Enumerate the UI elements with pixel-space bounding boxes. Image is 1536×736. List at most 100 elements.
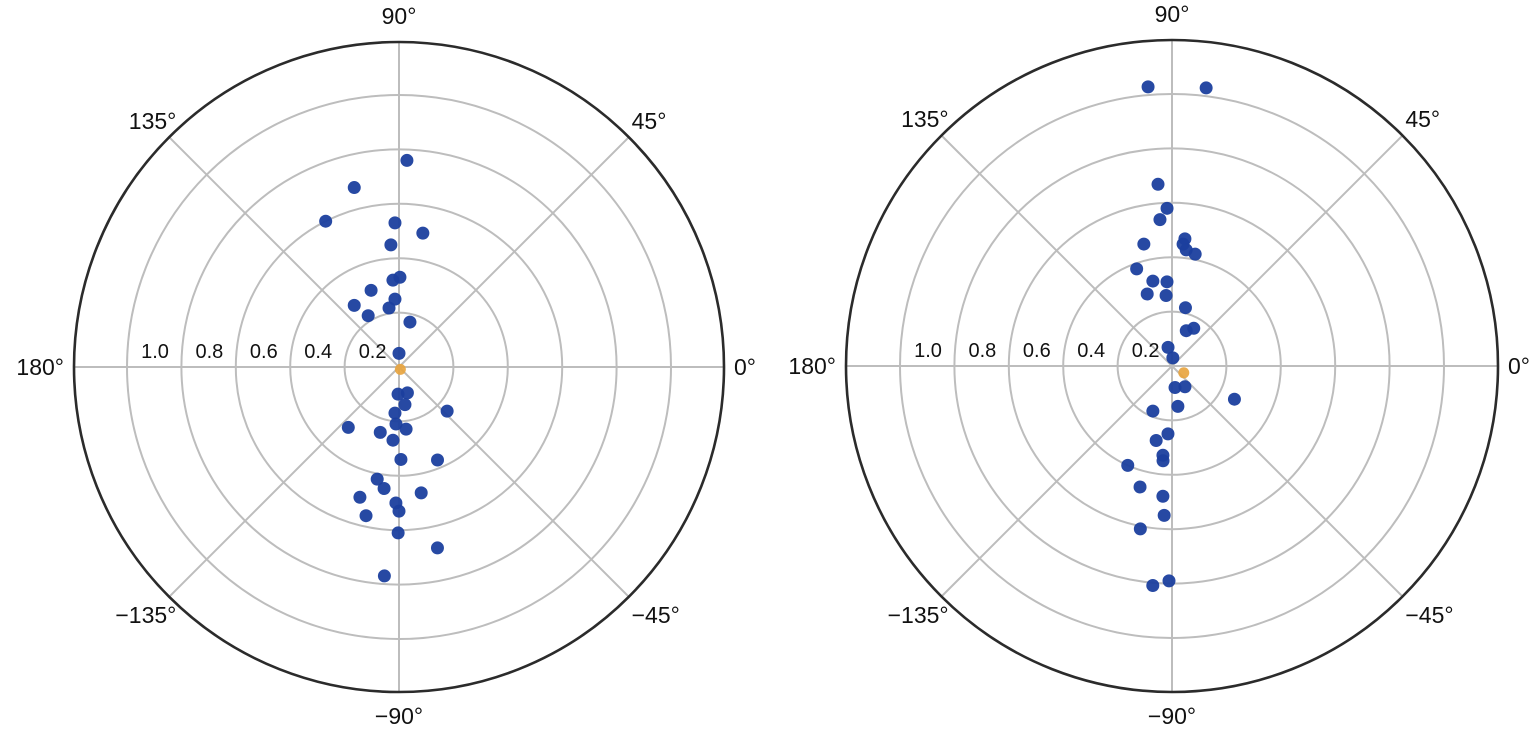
data-point [373, 425, 387, 439]
radial-tick-label: 0.2 [359, 341, 387, 363]
data-point [1159, 289, 1173, 303]
data-point [389, 417, 403, 431]
data-point [364, 283, 378, 297]
grid-spoke [1171, 134, 1404, 367]
data-point [392, 504, 406, 518]
data-point [393, 270, 407, 284]
radial-tick-label: 0.6 [250, 341, 278, 363]
data-point [1156, 489, 1170, 503]
data-point [388, 292, 402, 306]
series-mean [1178, 367, 1190, 379]
data-point [361, 309, 375, 323]
data-point [400, 153, 414, 167]
data-point [1133, 522, 1147, 536]
data-point [1156, 454, 1170, 468]
angle-tick-label: −45° [632, 602, 680, 628]
angle-labels: 0° 45° 90° 135° 180° −135° −90° −45° [788, 1, 1530, 729]
grid-spoke [398, 136, 630, 368]
angle-tick-label: −90° [375, 703, 423, 729]
data-point [1160, 201, 1174, 215]
angle-tick-label: 135° [901, 106, 949, 132]
data-point [1146, 404, 1160, 418]
data-point [370, 472, 384, 486]
data-point [414, 486, 428, 500]
data-point [399, 422, 413, 436]
data-point [1141, 80, 1155, 94]
data-point [1149, 433, 1163, 447]
angle-tick-label: 90° [382, 3, 417, 29]
data-point [341, 420, 355, 434]
grid-spoke [940, 365, 1173, 598]
data-point [1166, 351, 1180, 365]
angle-tick-label: 45° [632, 108, 667, 134]
data-point [388, 406, 402, 420]
data-point [1178, 301, 1192, 315]
angle-tick-label: 45° [1405, 106, 1440, 132]
data-point [1151, 177, 1165, 191]
data-point [1161, 427, 1175, 441]
grid-spoke [1171, 365, 1404, 598]
angle-tick-label: 90° [1155, 1, 1190, 27]
data-point [1130, 262, 1144, 276]
series-points [1121, 80, 1241, 592]
polar-plot-right: 0°45°90°135°180°−135°−90°−45°0.20.40.60.… [788, 1, 1530, 729]
outer-frame [844, 38, 1500, 694]
radial-tick-label: 1.0 [141, 341, 169, 363]
data-point [398, 398, 412, 412]
data-point [391, 526, 405, 540]
radial-tick-label: 1.0 [914, 340, 942, 362]
angle-tick-label: 0° [1508, 353, 1530, 379]
data-point [1140, 287, 1154, 301]
angle-tick-label: −135° [115, 602, 176, 628]
data-point [388, 216, 402, 230]
mean-marker [1178, 367, 1190, 379]
angle-tick-label: 180° [16, 354, 64, 380]
data-point [394, 452, 408, 466]
data-point [400, 386, 414, 400]
radial-labels: 0.2 0.4 0.6 0.8 1.0 [914, 340, 1159, 362]
data-point [440, 404, 454, 418]
data-point [1168, 381, 1182, 395]
data-point [1171, 399, 1185, 413]
data-point [1227, 392, 1241, 406]
angle-tick-label: −45° [1405, 602, 1453, 628]
data-point [377, 481, 391, 495]
data-point [1162, 574, 1176, 588]
grid-spoke [940, 134, 1173, 367]
angle-tick-label: −135° [888, 602, 949, 628]
radial-tick-label: 0.4 [1077, 340, 1105, 362]
angle-tick-label: 180° [788, 353, 836, 379]
data-point [403, 315, 417, 329]
data-point [392, 346, 406, 360]
data-point [1146, 274, 1160, 288]
data-point [1187, 321, 1201, 335]
radial-tick-label: 0.2 [1132, 340, 1160, 362]
data-point [353, 490, 367, 504]
data-point [347, 181, 361, 195]
series-mean [394, 363, 406, 375]
angle-labels: 0° 45° 90° 135° 180° −135° −90° −45° [16, 3, 756, 729]
data-point [1121, 458, 1135, 472]
data-point [319, 214, 333, 228]
data-point [431, 453, 445, 467]
grid [846, 40, 1498, 692]
data-point [430, 541, 444, 555]
data-point [1178, 380, 1192, 394]
radial-tick-label: 0.4 [304, 341, 332, 363]
radial-tick-label: 0.8 [968, 340, 996, 362]
angle-tick-label: 0° [734, 354, 756, 380]
data-point [386, 433, 400, 447]
polar-plot-left: 0°45°90°135°180°−135°−90°−45°0.20.40.60.… [16, 3, 756, 729]
angle-tick-label: 135° [129, 108, 177, 134]
data-point [1137, 237, 1151, 251]
data-point [1133, 480, 1147, 494]
series-points [319, 153, 454, 583]
data-point [1153, 213, 1167, 227]
angle-tick-label: −90° [1148, 703, 1196, 729]
data-point [1160, 275, 1174, 289]
data-point [1188, 247, 1202, 261]
grid-spoke [398, 366, 630, 598]
grid-spoke [168, 366, 400, 598]
outer-frame [72, 40, 726, 694]
